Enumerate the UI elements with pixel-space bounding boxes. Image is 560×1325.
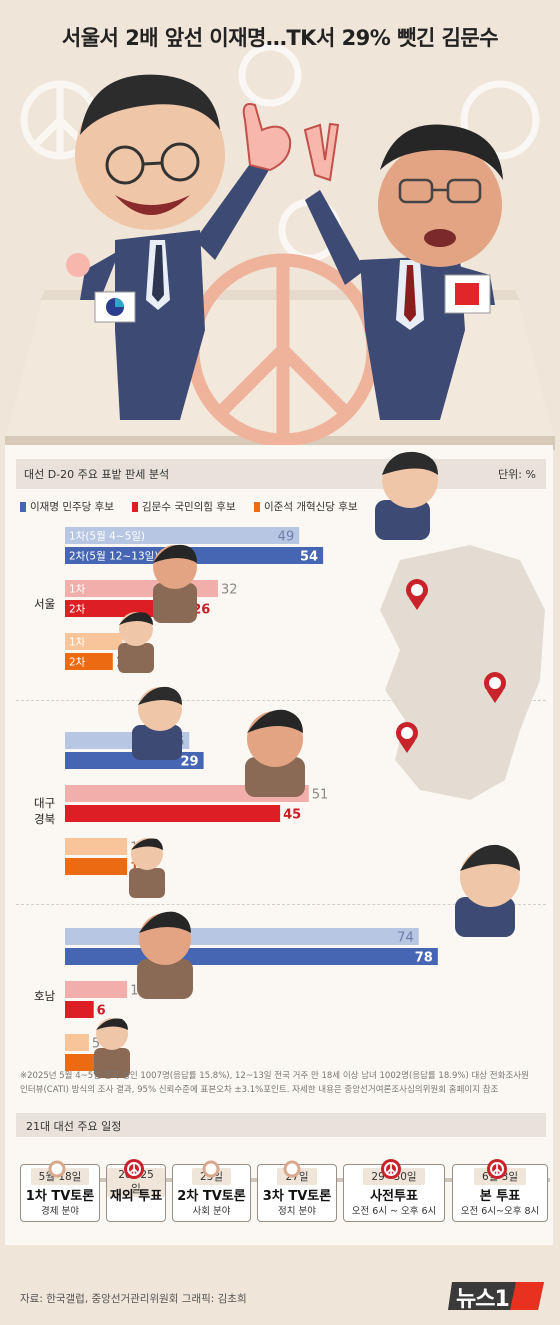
legend-label-kim: 김문수 국민의힘 후보 [142, 501, 236, 513]
bar-lee-wave1 [65, 527, 300, 544]
source-credit: 자료: 한국갤럽, 중앙선거관리위원회 그래픽: 김초희 [20, 1293, 247, 1305]
news1-logo: 뉴스1 [456, 1287, 510, 1312]
timeline-dot-icon [48, 1160, 66, 1178]
vote-stamp-icon [381, 1159, 401, 1179]
wave-label-jun-1: 1차 [69, 637, 86, 649]
schedule-event: 본 투표 [479, 1189, 521, 1204]
lee-runner-honam [455, 844, 520, 937]
headline: 서울서 2배 앞선 이재명…TK서 29% 뺏긴 김문수 [61, 26, 499, 50]
wave-label-jun-2: 2차 [69, 657, 86, 669]
wave-label-lee-2: 2차(5월 12~13일) [69, 550, 158, 563]
schedule-event: 2차 TV토론 [177, 1189, 246, 1204]
legend-swatch-lee [20, 501, 26, 512]
wave-label-kim-2: 2차 [69, 604, 86, 616]
schedule-event: 사전투표 [370, 1189, 418, 1204]
korea-map-shape [380, 545, 545, 800]
jun-runner-daegu [129, 838, 165, 898]
news1-logo-badge [448, 1282, 544, 1310]
region-separator [16, 904, 546, 905]
kim-figure [303, 122, 503, 420]
bar-jun-wave2 [65, 858, 128, 875]
legend-label-jun: 이준석 개혁신당 후보 [264, 501, 358, 513]
schedule-sub: 정치 분야 [278, 1206, 316, 1217]
region-separator [16, 700, 546, 701]
value-label-lee-wave1: 74 [397, 931, 414, 946]
schedule-event: 3차 TV토론 [262, 1189, 332, 1204]
bar-lee-wave1 [65, 928, 419, 945]
survey-note-line: 인터뷰(CATI) 방식의 조사 결과, 95% 신뢰수준에 표본오차 ±3.1… [20, 1085, 499, 1095]
bar-jun-wave1 [65, 838, 128, 855]
schedule-sub: 경제 분야 [41, 1206, 79, 1217]
chart-title: 대선 D-20 주요 표밭 판세 분석 [24, 468, 170, 481]
bar-jun-wave1 [65, 633, 123, 650]
jun-runner-honam [94, 1018, 130, 1078]
schedule-event: 1차 TV토론 [25, 1189, 95, 1204]
value-label-jun-wave1: 5 [92, 1037, 100, 1052]
region-label-daegu: 대구 경북 [34, 795, 55, 827]
jun-runner-seoul [118, 612, 154, 673]
schedule-sub: 오전 6시~오후 8시 [460, 1206, 540, 1217]
survey-note: ※2025년 5월 4~5일 전국 성인 1007명(응답률 15.8%), 1… [20, 1069, 545, 1097]
schedule-event: 재외 투표 [109, 1189, 163, 1204]
bar-kim-wave2 [65, 1001, 94, 1018]
value-label-kim-wave2: 6 [97, 1004, 106, 1019]
value-label-lee-wave1: 49 [278, 530, 295, 545]
value-label-kim-wave1: 51 [312, 788, 329, 803]
legend-swatch-jun [254, 501, 260, 512]
kim-runner-seoul [153, 544, 197, 623]
region-label-line: 서울 [34, 597, 56, 611]
timeline-dot-icon [283, 1160, 301, 1178]
legend-item-lee: 이재명 민주당 후보 [20, 499, 114, 514]
region-label-seoul: 서울 [34, 596, 55, 612]
survey-note-line: ※2025년 5월 4~5일 전국 성인 1007명(응답률 15.8%), 1… [20, 1071, 529, 1081]
value-label-kim-wave2: 45 [283, 808, 301, 823]
region-label-line: 호남 [34, 989, 56, 1003]
bar-lee-wave2 [65, 948, 438, 965]
kim-runner-honam [137, 911, 193, 999]
lee-runner-seoul [375, 451, 438, 540]
timeline-dot-icon [202, 1160, 220, 1178]
kim-runner-daegu [245, 709, 305, 797]
lee-figure [66, 74, 292, 420]
region-label-honam: 호남 [34, 988, 55, 1004]
map-pins [396, 579, 506, 753]
lee-runner-daegu [132, 686, 182, 760]
value-label-lee-wave2: 29 [181, 755, 199, 770]
bar-jun-wave2 [65, 1054, 99, 1071]
schedule-title: 21대 대선 주요 일정 [26, 1120, 122, 1133]
vote-stamp-icon [124, 1159, 144, 1179]
bar-jun-wave2 [65, 653, 113, 670]
bar-jun-wave1 [65, 1034, 89, 1051]
value-label-lee-wave2: 54 [300, 550, 318, 565]
hero-illustration [5, 43, 555, 450]
schedule-card: 27일 3차 TV토론 정치 분야 [257, 1164, 337, 1222]
schedule-sub: 사회 분야 [192, 1206, 231, 1217]
schedule-header-bar [16, 1113, 546, 1137]
value-label-kim-wave1: 32 [221, 583, 238, 598]
region-label-line: 대구 [34, 796, 56, 810]
legend-label-lee: 이재명 민주당 후보 [30, 501, 114, 513]
value-label-lee-wave2: 78 [415, 951, 433, 966]
chart-header-bar [16, 459, 546, 489]
schedule-sub: 오전 6시 ~ 오후 6시 [351, 1206, 437, 1217]
wave-label-lee-1: 1차(5월 4~5일) [69, 530, 145, 543]
legend-item-jun: 이준석 개혁신당 후보 [254, 499, 358, 514]
region-label-line: 경북 [34, 812, 56, 826]
bar-kim-wave2 [65, 805, 281, 822]
chart-unit: 단위: % [498, 468, 536, 481]
vote-stamp-icon [487, 1159, 507, 1179]
wave-label-kim-1: 1차 [69, 584, 86, 596]
legend-item-kim: 김문수 국민의힘 후보 [132, 499, 236, 514]
legend-swatch-kim [132, 501, 138, 512]
bar-kim-wave1 [65, 981, 128, 998]
